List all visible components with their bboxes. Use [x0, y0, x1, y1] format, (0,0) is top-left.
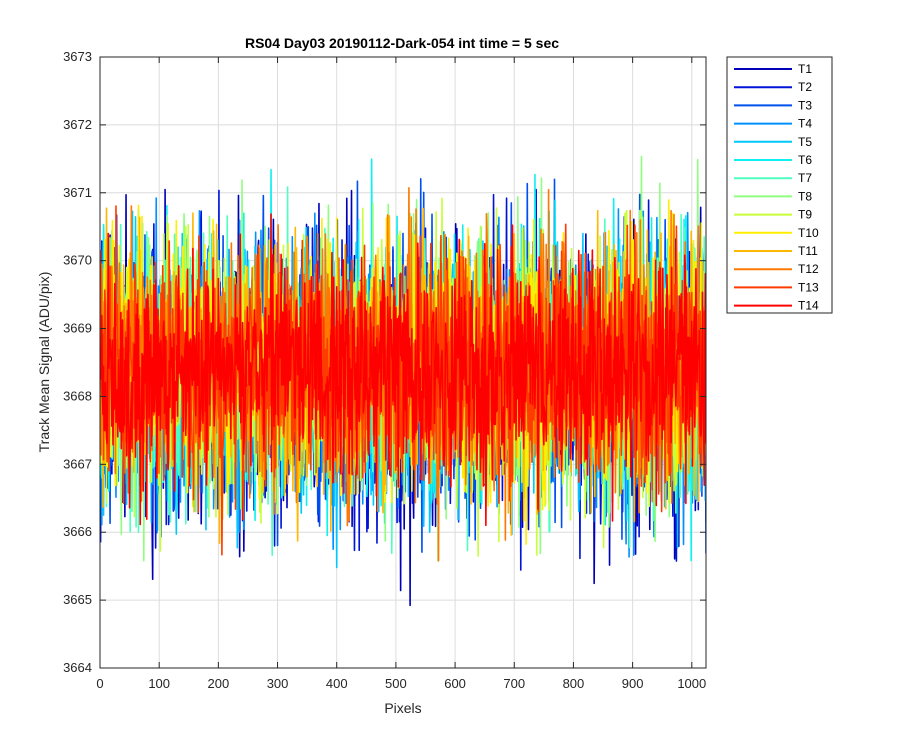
y-tick-label: 3667: [63, 456, 92, 471]
y-tick-label: 3670: [63, 253, 92, 268]
legend-label-t12: T12: [798, 262, 819, 276]
x-tick-label: 400: [326, 676, 348, 691]
x-tick-label: 0: [96, 676, 103, 691]
x-tick-label: 800: [563, 676, 585, 691]
y-axis-label: Track Mean Signal (ADU/pix): [36, 272, 52, 453]
plot-frame: [99, 56, 707, 669]
y-tick-label: 3665: [63, 592, 92, 607]
legend-label-t14: T14: [798, 299, 819, 313]
legend-label-t8: T8: [798, 189, 812, 203]
legend-label-t2: T2: [798, 80, 812, 94]
series-line-t14: [100, 213, 706, 527]
legend-label-t11: T11: [798, 244, 818, 258]
legend-box: [726, 56, 833, 314]
legend-label-t1: T1: [798, 62, 812, 76]
x-tick-label: 700: [503, 676, 525, 691]
y-tick-label: 3669: [63, 321, 92, 336]
legend-label-t3: T3: [798, 98, 812, 112]
legend-label-t9: T9: [798, 208, 812, 222]
x-tick-label: 200: [208, 676, 230, 691]
axis-ticks: 0 100 200 300 400 500 600 700 800 900 1000 3664 3665…: [63, 49, 706, 691]
legend-label-t5: T5: [798, 135, 812, 149]
x-tick-label: 300: [267, 676, 289, 691]
x-tick-label: 500: [385, 676, 407, 691]
legend-label-t4: T4: [798, 117, 812, 131]
y-tick-label: 3666: [63, 524, 92, 539]
legend-label-t6: T6: [798, 153, 812, 167]
y-tick-label: 3672: [63, 117, 92, 132]
legend-label-t7: T7: [798, 171, 812, 185]
legend-label-t10: T10: [798, 226, 819, 240]
plot-area: 0 100 200 300 400 500 600 700 800 900 1000 3664 3665…: [63, 49, 707, 691]
legend-label-t13: T13: [798, 280, 819, 294]
x-tick-label: 1000: [677, 676, 706, 691]
chart-title: RS04 Day03 20190112-Dark-054 int time = …: [245, 35, 559, 51]
y-tick-label: 3671: [63, 185, 92, 200]
x-axis-label: Pixels: [384, 700, 421, 716]
x-tick-label: 100: [148, 676, 170, 691]
legend: T1 T2 T3 T4 T5 T6 T7 T8 T9 T10 T11 T12 T13 T14: [726, 56, 833, 314]
y-tick-label: 3668: [63, 388, 92, 403]
x-tick-label: 600: [444, 676, 466, 691]
series-group: [100, 155, 706, 607]
x-tick-label: 900: [622, 676, 644, 691]
y-tick-label: 3673: [63, 49, 92, 64]
y-tick-label: 3664: [63, 660, 92, 675]
